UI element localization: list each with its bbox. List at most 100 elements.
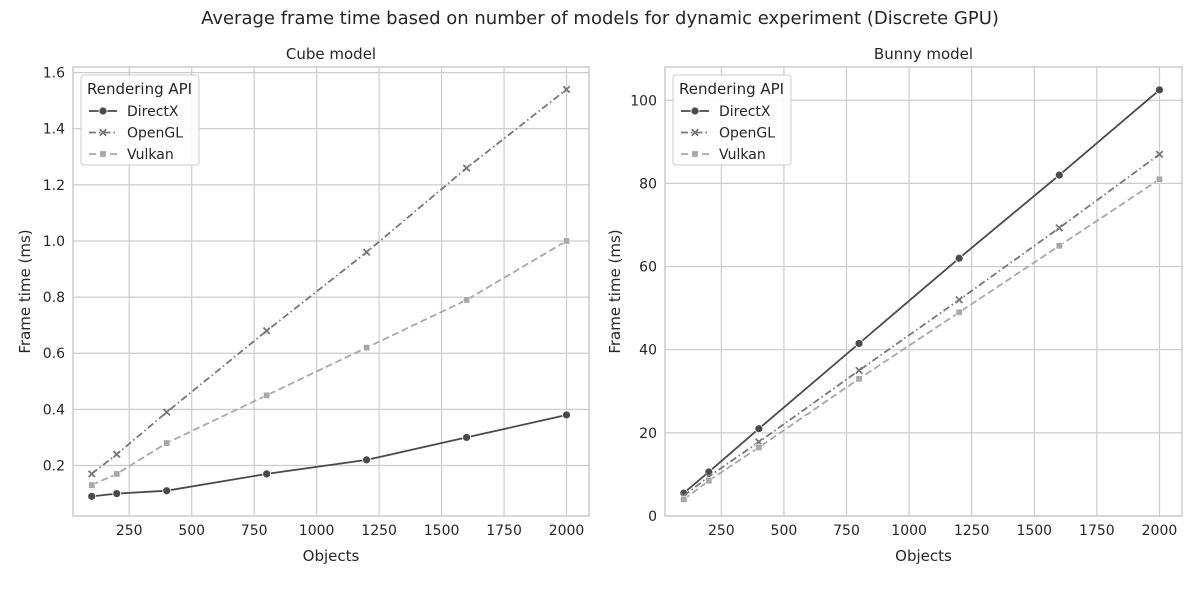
series-vulkan: [680, 175, 1163, 503]
chart-title: Bunny model: [874, 45, 973, 63]
series-opengl: [87, 85, 571, 478]
data-point: [954, 253, 964, 263]
legend-item-opengl: OpenGL: [681, 126, 775, 142]
y-axis-label: Frame time (ms): [16, 229, 34, 353]
data-point: [262, 469, 272, 479]
y-axis-label: Frame time (ms): [606, 229, 624, 353]
data-point: [163, 439, 171, 447]
data-point: [362, 248, 371, 257]
data-point: [112, 489, 122, 498]
legend-marker: [99, 150, 107, 158]
data-point: [854, 339, 864, 348]
data-point: [855, 366, 863, 375]
y-tick-label: 0.6: [43, 346, 65, 362]
y-tick-label: 0.8: [43, 290, 65, 306]
data-point: [462, 433, 471, 442]
chart-panel-1: 250 500 750 1000 1250 1500 1750 2000 0.2 0.4 0.6 0.…: [16, 45, 590, 565]
x-tick-label: 1500: [424, 523, 460, 539]
y-tick-label: 1.4: [43, 122, 65, 138]
data-point: [463, 296, 471, 304]
data-point: [462, 164, 471, 172]
legend: Rendering API DirectX OpenGL Vulkan: [80, 74, 200, 166]
legend-marker: [690, 106, 700, 116]
data-point: [1055, 224, 1064, 232]
figure-title: Average frame time based on number of mo…: [201, 8, 999, 29]
legend-marker: [691, 150, 699, 158]
data-point: [87, 491, 97, 501]
data-point: [262, 326, 271, 335]
plot-frame: [72, 66, 590, 517]
chart-panel-2: 250 500 750 1000 1250 1500 1750 2000 0 20 40 60 80 10…: [606, 45, 1183, 565]
data-point: [705, 477, 713, 485]
series-line: [683, 153, 1161, 497]
data-point: [855, 375, 863, 383]
plot-frame: [664, 66, 1183, 517]
data-point: [87, 470, 96, 478]
x-axis-label: Objects: [303, 547, 360, 565]
y-tick-label: 0.2: [43, 458, 65, 474]
legend: Rendering API DirectX OpenGL Vulkan: [672, 74, 792, 166]
series-line: [91, 414, 567, 498]
data-point: [562, 85, 571, 94]
x-axis-label: Objects: [895, 547, 952, 565]
x-tick-label: 1250: [361, 523, 397, 539]
x-tick-label: 1750: [486, 523, 522, 539]
x-tick-label: 250: [116, 523, 143, 539]
x-tick-label: 2000: [1142, 523, 1178, 539]
data-point: [563, 237, 571, 245]
legend-label: OpenGL: [719, 126, 775, 142]
y-tick-label: 1.0: [43, 234, 65, 250]
data-point: [162, 408, 171, 417]
y-tick-label: 60: [639, 260, 657, 276]
x-tick-label: 250: [708, 523, 735, 539]
legend-item-directx: DirectX: [89, 104, 179, 120]
y-tick-label: 100: [630, 93, 657, 109]
legend-title: Rendering API: [679, 80, 784, 98]
series-directx: [87, 410, 571, 501]
x-tick-label: 1750: [1079, 523, 1115, 539]
x-tick-label: 750: [241, 523, 268, 539]
y-tick-label: 0.4: [43, 402, 65, 418]
data-point: [1155, 85, 1164, 95]
data-point: [680, 495, 688, 503]
legend-marker: [691, 128, 699, 137]
data-point: [1054, 170, 1064, 180]
legend-marker: [99, 128, 107, 137]
legend-box: [672, 74, 792, 166]
legend-label: Vulkan: [719, 147, 766, 163]
data-point: [754, 424, 764, 434]
series-line: [683, 178, 1160, 501]
data-point: [955, 295, 964, 304]
legend-label: Vulkan: [127, 147, 174, 163]
x-tick-label: 1000: [299, 523, 335, 539]
legend-item-directx: DirectX: [681, 104, 771, 120]
series-line: [91, 240, 567, 486]
data-point: [1155, 175, 1163, 183]
x-tick-label: 500: [771, 523, 798, 539]
data-point: [363, 344, 371, 352]
y-tick-label: 40: [639, 343, 657, 359]
x-tick-label: 500: [178, 523, 205, 539]
x-tick-label: 2000: [549, 523, 585, 539]
x-tick-label: 1250: [954, 523, 990, 539]
data-point: [162, 486, 172, 496]
data-point: [562, 410, 571, 420]
legend-item-vulkan: Vulkan: [681, 147, 766, 163]
data-point: [362, 455, 372, 465]
legend-label: DirectX: [127, 104, 179, 120]
legend-label: OpenGL: [127, 126, 183, 142]
legend-item-opengl: OpenGL: [89, 126, 183, 142]
x-tick-label: 750: [833, 523, 860, 539]
data-point: [88, 481, 96, 489]
data-point: [1155, 150, 1164, 159]
legend-label: DirectX: [719, 104, 771, 120]
data-point: [955, 308, 963, 316]
y-tick-label: 80: [639, 176, 657, 192]
x-tick-label: 1000: [891, 523, 927, 539]
y-tick-label: 1.2: [43, 178, 65, 194]
data-point: [1055, 242, 1063, 250]
legend-item-vulkan: Vulkan: [89, 147, 174, 163]
chart-title: Cube model: [286, 45, 376, 63]
